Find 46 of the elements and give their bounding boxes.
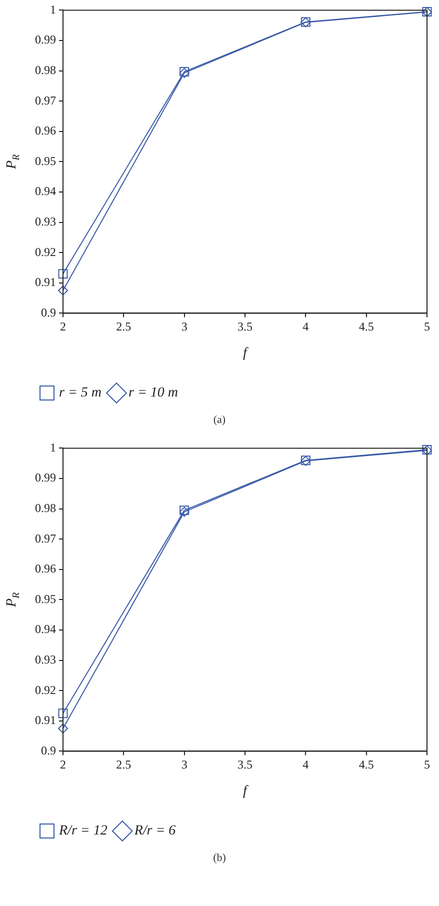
legend-label: R/r = 12	[58, 824, 108, 839]
y-tick-label: 1	[50, 440, 56, 454]
x-tick-label: 4	[302, 758, 309, 772]
y-tick-label: 0.9	[41, 743, 56, 758]
y-tick-label: 0.93	[35, 214, 56, 228]
x-tick-label: 5	[424, 320, 430, 334]
legend-label: r = 5 m	[59, 386, 102, 401]
x-tick-label: 2.5	[116, 758, 132, 772]
x-tick-label: 3.5	[238, 758, 252, 772]
x-tick-label: 2	[60, 320, 66, 334]
x-tick-label: 4.5	[358, 758, 374, 772]
x-axis-title: f	[243, 346, 250, 361]
y-tick-label: 0.98	[35, 500, 56, 515]
y-tick-label: 0.92	[35, 244, 56, 259]
y-axis-title: PR	[4, 154, 22, 170]
y-tick-label: 0.95	[35, 154, 56, 168]
y-tick-label: 0.94	[35, 622, 56, 636]
legend-label: r = 10 m	[128, 386, 178, 401]
x-tick-label: 2	[60, 758, 66, 772]
y-tick-label: 0.93	[35, 652, 56, 666]
x-tick-label: 3	[181, 758, 188, 772]
x-tick-label: 5	[424, 758, 430, 772]
y-tick-label: 0.99	[35, 470, 56, 485]
x-tick-label: 2.5	[116, 320, 132, 334]
y-tick-label: 0.94	[35, 184, 56, 198]
y-tick-label: 0.97	[35, 93, 56, 108]
x-axis-title: f	[243, 784, 250, 799]
y-tick-label: 1	[50, 2, 56, 16]
y-tick-label: 0.91	[35, 713, 56, 728]
text: (b)	[212, 851, 227, 866]
y-tick-label: 0.99	[35, 32, 56, 47]
x-tick-label: 4	[302, 320, 309, 334]
y-tick-label: 0.98	[35, 62, 56, 77]
y-tick-label: 0.9	[41, 305, 56, 320]
y-axis-title: PR	[4, 592, 22, 608]
y-tick-label: 0.96	[35, 562, 56, 576]
y-tick-label: 0.92	[35, 682, 56, 697]
legend-label: R/r = 6	[133, 824, 176, 839]
y-tick-label: 0.95	[35, 592, 56, 606]
x-tick-label: 4.5	[358, 320, 374, 334]
text: (a)	[212, 413, 227, 428]
y-tick-label: 0.97	[35, 531, 56, 546]
x-tick-label: 3.5	[238, 320, 252, 334]
x-tick-label: 3	[181, 320, 188, 334]
y-tick-label: 0.96	[35, 124, 56, 138]
y-tick-label: 0.91	[35, 275, 56, 290]
